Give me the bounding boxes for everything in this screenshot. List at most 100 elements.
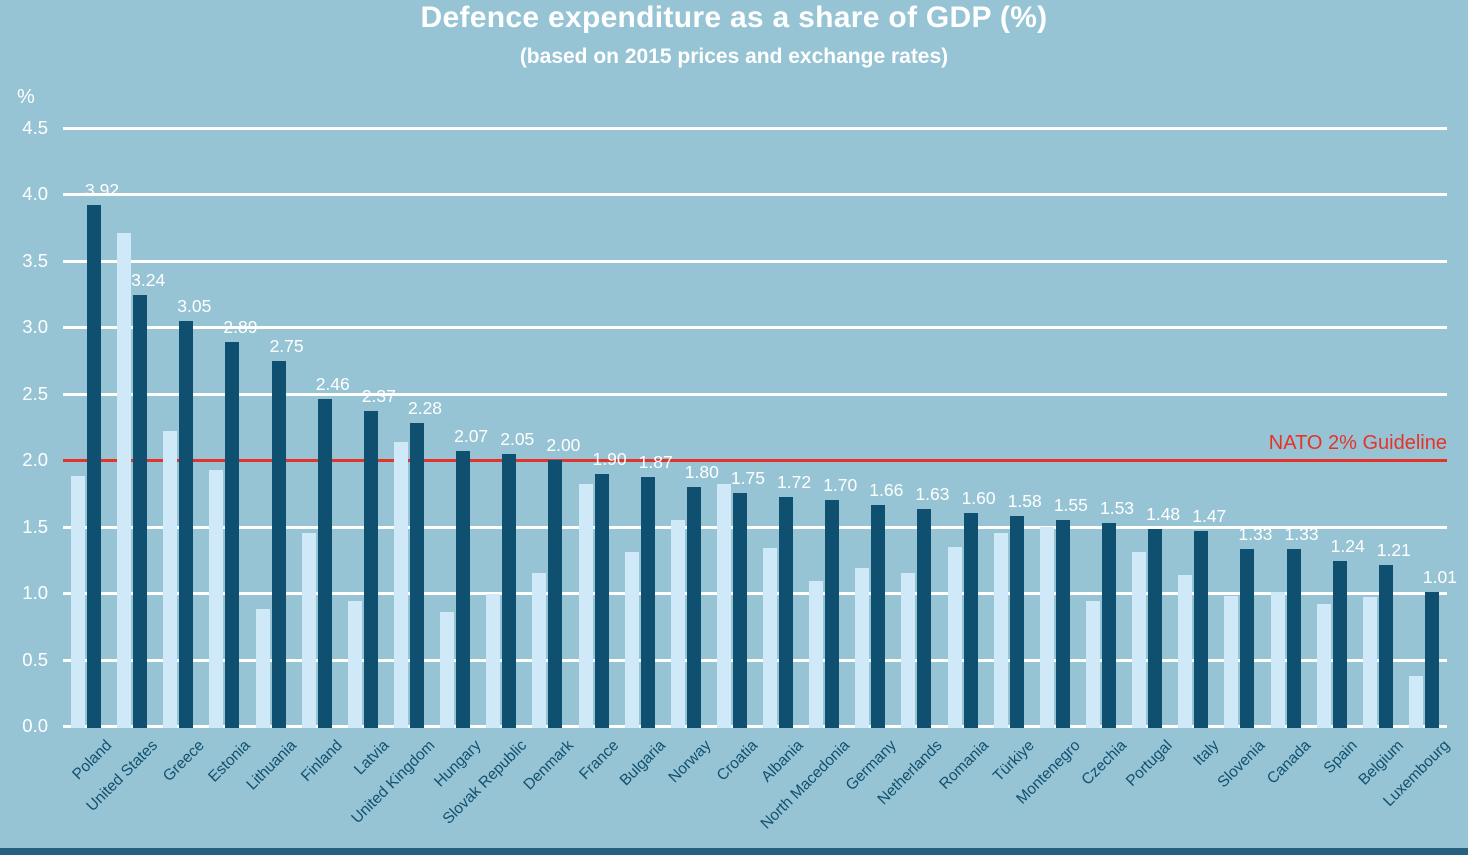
value-label: 2.28: [407, 398, 443, 418]
value-label: 1.60: [961, 488, 996, 509]
bar-light: [1132, 551, 1147, 728]
bar-dark: [1194, 530, 1209, 728]
value-label: 2.07: [454, 425, 489, 446]
y-tick-label: 3.5: [22, 249, 48, 271]
y-tick-label: 2.0: [22, 449, 48, 471]
x-axis-label: Denmark: [519, 737, 577, 794]
bar-light: [993, 533, 1008, 728]
value-label: 1.80: [684, 461, 719, 482]
value-label: 1.33: [1284, 524, 1319, 545]
bar-dark: [640, 477, 655, 728]
bar-dark: [456, 450, 471, 728]
y-tick-label: 3.0: [22, 316, 48, 338]
value-label: 1.53: [1099, 497, 1135, 518]
bar-dark: [363, 411, 378, 728]
bar-light: [1224, 595, 1239, 728]
x-axis-label: Slovak Republic: [439, 737, 531, 828]
y-axis-unit-label: %: [17, 86, 35, 108]
value-label: 1.87: [638, 452, 673, 473]
bar-dark: [87, 205, 102, 728]
gridline-4.5: [63, 127, 1447, 130]
value-label: 1.01: [1422, 566, 1457, 587]
chart-subtitle: (based on 2015 prices and exchange rates…: [519, 45, 949, 68]
value-label: 1.48: [1146, 504, 1181, 525]
bar-light: [440, 611, 455, 728]
x-axis-label: Canada: [1264, 737, 1315, 788]
bar-light: [117, 232, 132, 728]
x-axis-label: Portugal: [1123, 737, 1177, 790]
bar-light: [716, 484, 731, 728]
value-label: 2.75: [269, 335, 304, 356]
gridline-1.5: [63, 525, 1447, 529]
bar-light: [209, 469, 224, 728]
x-axis-label: United Kingdom: [348, 737, 439, 828]
value-label: 3.92: [85, 180, 120, 201]
bar-dark: [871, 505, 886, 728]
bar-dark: [271, 360, 286, 728]
bar-light: [578, 484, 593, 728]
value-label: 2.89: [223, 316, 258, 337]
bar-light: [532, 573, 547, 728]
y-tick-label: 1.5: [22, 515, 48, 537]
bottom-edge-bar: [0, 848, 1468, 855]
value-label: 1.63: [915, 484, 950, 505]
bar-dark: [1424, 591, 1439, 728]
gridline-0.0: [63, 725, 1447, 728]
bar-dark: [1148, 529, 1163, 728]
bar-light: [1362, 597, 1377, 728]
bar-dark: [502, 453, 517, 728]
y-tick-label: 0.5: [22, 648, 48, 670]
bar-dark: [1378, 565, 1393, 728]
bar-dark: [179, 320, 194, 728]
value-label: 1.21: [1376, 540, 1411, 561]
value-label: 1.58: [1007, 491, 1042, 512]
bar-light: [1039, 526, 1054, 728]
value-label: 2.46: [315, 374, 350, 395]
x-axis-label: Romania: [935, 737, 992, 793]
bar-light: [394, 441, 408, 728]
x-axis-label: Bulgaria: [616, 737, 669, 790]
gridline-3.0: [63, 326, 1447, 330]
bar-dark: [594, 473, 609, 728]
bar-dark: [917, 509, 932, 728]
y-tick-label: 4.0: [22, 183, 48, 205]
x-axis-label: Norway: [665, 737, 715, 787]
value-label: 1.55: [1053, 495, 1088, 516]
bar-light: [255, 609, 270, 728]
value-label: 1.75: [730, 468, 765, 489]
bar-light: [163, 430, 178, 728]
bar-light: [763, 547, 778, 728]
nato-guideline-label: NATO 2% Guideline: [1268, 432, 1447, 454]
nato-guideline-line: [63, 459, 1447, 463]
x-axis-label: Spain: [1320, 737, 1361, 778]
bar-dark: [686, 486, 701, 728]
bar-dark: [1286, 549, 1301, 728]
y-tick-label: 0.0: [22, 715, 48, 736]
gridline-3.5: [63, 259, 1447, 263]
bar-light: [809, 581, 824, 728]
bar-dark: [1332, 561, 1347, 728]
gridline-0.5: [63, 658, 1447, 662]
bar-light: [624, 551, 639, 728]
value-label: 1.72: [777, 472, 812, 493]
gridline-2.5: [63, 392, 1447, 396]
bar-dark: [825, 500, 840, 728]
bar-dark: [1240, 549, 1255, 728]
x-axis-label: Czechia: [1078, 737, 1131, 789]
value-label: 1.66: [869, 480, 904, 501]
bar-dark: [732, 493, 747, 728]
x-axis-label: Italy: [1190, 737, 1223, 770]
x-axis-label: Greece: [159, 737, 208, 785]
value-label: 1.90: [592, 448, 627, 469]
bar-light: [1270, 591, 1285, 728]
bar-light: [486, 594, 501, 728]
bar-light: [1086, 601, 1100, 728]
bar-light: [855, 567, 870, 728]
value-label: 3.05: [177, 295, 212, 316]
bar-dark: [317, 399, 332, 728]
x-axis-label: Croatia: [713, 737, 761, 785]
bar-dark: [1102, 522, 1116, 728]
x-axis-label: North Macedonia: [757, 737, 854, 833]
x-axis-label: Finland: [297, 737, 346, 785]
